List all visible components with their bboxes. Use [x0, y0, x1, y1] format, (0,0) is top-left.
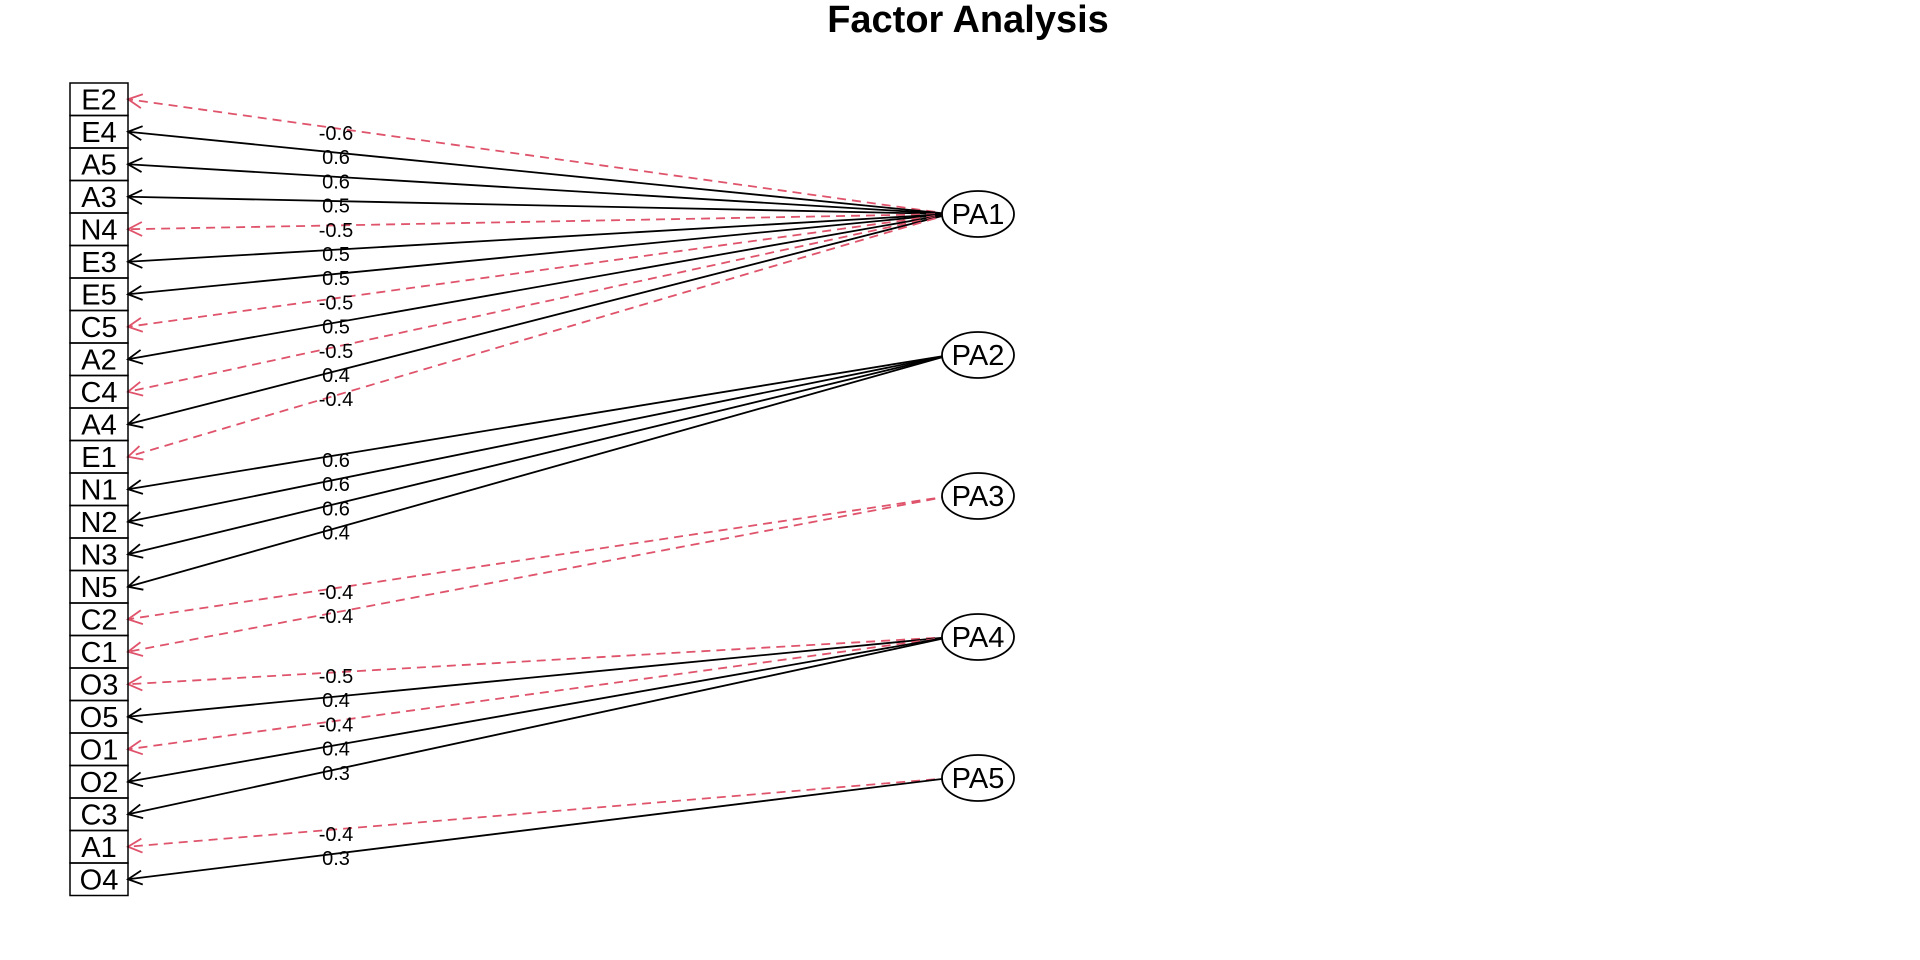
edge-pa1-e2	[127, 98, 951, 215]
edge-pa2-n1	[127, 354, 951, 491]
edge-pa1-a4	[127, 213, 951, 426]
variable-label-e3: E3	[81, 247, 116, 279]
loading-label-a2: 0.5	[322, 317, 350, 339]
factor-node-pa1	[941, 190, 1015, 238]
variable-label-o5: O5	[80, 702, 119, 734]
edge-pa2-n3	[127, 354, 951, 556]
loading-label-c2: -0.4	[319, 582, 353, 604]
variable-label-e2: E2	[81, 84, 116, 116]
variable-label-a1: A1	[81, 832, 116, 864]
loading-label-c5: -0.5	[319, 292, 353, 314]
loading-label-o2: 0.4	[322, 739, 350, 761]
edge-pa1-a3	[127, 195, 951, 215]
edge-pa4-o2	[127, 636, 951, 783]
loading-labels: -0.60.60.60.5-0.50.50.5-0.50.5-0.50.4-0.…	[319, 123, 353, 870]
factor-node-pa3	[941, 472, 1015, 520]
factor-label-pa3: PA3	[952, 481, 1005, 513]
factor-node-pa5	[941, 754, 1015, 802]
variable-label-n5: N5	[80, 572, 117, 604]
loading-label-n1: 0.6	[322, 450, 350, 472]
edge-pa2-n5	[127, 354, 951, 588]
loading-label-e5: 0.5	[322, 268, 350, 290]
variable-label-c2: C2	[80, 604, 117, 636]
loading-label-a4: 0.4	[322, 365, 350, 387]
edge-pa3-c2	[127, 495, 951, 621]
loading-label-n5: 0.4	[322, 523, 350, 545]
factor-label-pa5: PA5	[952, 763, 1005, 795]
variable-label-e5: E5	[81, 279, 116, 311]
factor-label-pa4: PA4	[952, 622, 1005, 654]
edge-pa1-e3	[127, 213, 951, 263]
loading-label-a1: -0.4	[319, 824, 353, 846]
loading-label-c4: -0.5	[319, 341, 353, 363]
edge-pa1-e4	[127, 130, 951, 215]
loading-label-e1: -0.4	[319, 389, 353, 411]
variable-label-n1: N1	[80, 474, 117, 506]
edge-pa3-c1	[127, 495, 951, 653]
loading-label-a5: 0.6	[322, 171, 350, 193]
loading-label-e3: 0.5	[322, 244, 350, 266]
edge-pa1-a2	[127, 213, 951, 361]
edge-pa5-o4	[127, 777, 951, 881]
variable-label-c3: C3	[80, 799, 117, 831]
edge-pa1-e5	[127, 213, 951, 296]
factor-node-pa2	[941, 331, 1015, 379]
edge-pa1-a5	[127, 163, 951, 215]
observed-variables: E2E4A5A3N4E3E5C5A2C4A4E1N1N2N3N5C2C1O3O5…	[69, 82, 129, 897]
edge-pa1-n4	[127, 213, 951, 231]
loading-label-n4: -0.5	[319, 220, 353, 242]
loading-edges	[125, 93, 951, 886]
loading-label-n2: 0.6	[322, 474, 350, 496]
variable-label-a2: A2	[81, 344, 116, 376]
variable-label-a4: A4	[81, 409, 116, 441]
variable-label-o2: O2	[80, 767, 119, 799]
edge-pa1-e1	[127, 213, 951, 458]
variable-label-a3: A3	[81, 182, 116, 214]
loading-label-o1: -0.4	[319, 714, 353, 736]
loading-label-e4: 0.6	[322, 147, 350, 169]
variable-label-n2: N2	[80, 507, 117, 539]
variable-label-e1: E1	[81, 442, 116, 474]
variable-label-o3: O3	[80, 669, 119, 701]
variable-label-a5: A5	[81, 149, 116, 181]
loading-label-c1: -0.4	[319, 606, 353, 628]
diagram-title: Factor Analysis	[827, 0, 1109, 41]
loading-label-o4: 0.3	[322, 848, 350, 870]
factor-node-pa4	[941, 613, 1015, 661]
variable-label-o1: O1	[80, 734, 119, 766]
loading-label-a3: 0.5	[322, 196, 350, 218]
loading-label-o3: -0.5	[319, 666, 353, 688]
loading-label-o5: 0.4	[322, 690, 350, 712]
loading-label-e2: -0.6	[319, 123, 353, 145]
edge-pa5-a1	[127, 777, 951, 848]
variable-label-n4: N4	[80, 214, 117, 246]
factor-label-pa1: PA1	[952, 199, 1005, 231]
factor-label-pa2: PA2	[952, 340, 1005, 372]
edge-pa4-o3	[127, 636, 951, 686]
edge-pa2-n2	[127, 354, 951, 523]
variable-label-c1: C1	[80, 637, 117, 669]
variable-label-o4: O4	[80, 864, 119, 896]
loading-label-c3: 0.3	[322, 763, 350, 785]
edge-pa4-o1	[127, 636, 951, 751]
edge-pa4-o5	[127, 636, 951, 718]
variable-label-c4: C4	[80, 377, 117, 409]
variable-label-n3: N3	[80, 539, 117, 571]
edge-pa1-c4	[127, 213, 951, 393]
edge-pa1-c5	[127, 213, 951, 328]
edge-pa4-c3	[127, 636, 951, 816]
latent-factors: PA1 PA2 PA3 PA4 PA5	[941, 190, 1015, 802]
variable-label-e4: E4	[81, 117, 116, 149]
loading-label-n3: 0.6	[322, 498, 350, 520]
variable-box-o4	[69, 862, 129, 897]
variable-label-c5: C5	[80, 312, 117, 344]
